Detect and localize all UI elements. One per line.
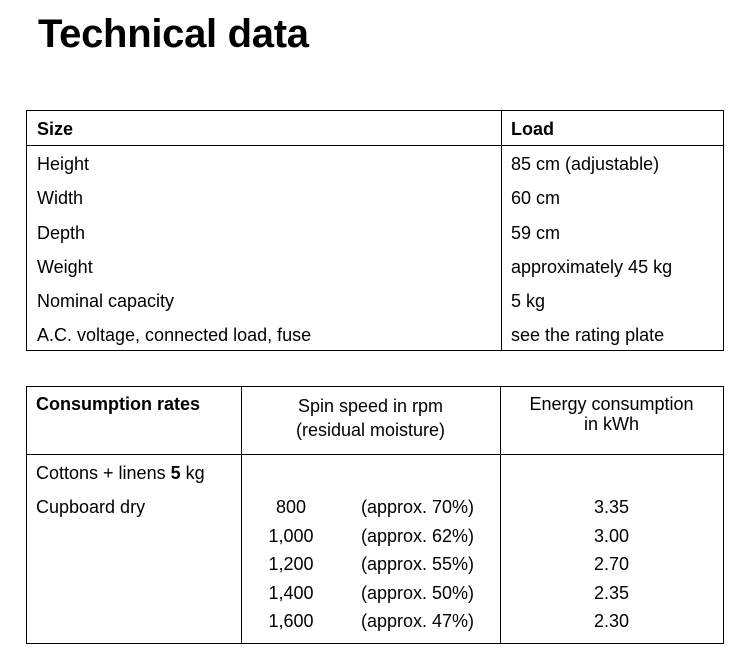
row-label-width: Width [37,188,84,208]
column-divider [241,387,242,643]
residual-moisture: (approx. 50%) [361,583,475,603]
energy-value: 2.35 [593,583,630,603]
energy-header-line1: Energy consumption [529,394,694,414]
size-header: Size [37,119,74,139]
spin-speed: 1,600 [268,611,314,631]
residual-moisture: (approx. 47%) [361,611,475,631]
program-prefix: Cottons + linens [36,463,171,483]
residual-moisture: (approx. 70%) [361,497,475,517]
page-title: Technical data [38,12,309,56]
row-label-height: Height [37,154,90,174]
spin-speed: 1,000 [268,526,314,546]
program-load: 5 [170,463,181,483]
program-label: Cottons + linens 5 kg [36,463,205,483]
row-label-voltage: A.C. voltage, connected load, fuse [37,325,312,345]
row-label-capacity: Nominal capacity [37,291,175,311]
row-label-depth: Depth [37,223,86,243]
row-value-height: 85 cm (adjustable) [511,154,660,174]
spin-speed: 1,200 [268,554,314,574]
spin-speed-header-line2: (residual moisture) [295,420,446,440]
residual-moisture: (approx. 62%) [361,526,475,546]
header-divider [27,145,723,146]
energy-header: Energy consumption in kWh [500,394,723,434]
program-unit: kg [180,463,205,483]
row-value-width: 60 cm [511,188,561,208]
row-value-weight: approximately 45 kg [511,257,673,277]
energy-value: 2.70 [593,554,630,574]
row-value-voltage: see the rating plate [511,325,665,345]
row-label-weight: Weight [37,257,93,277]
energy-value: 3.35 [593,497,630,517]
size-table: Size Load Height 85 cm (adjustable) Widt… [26,110,724,351]
consumption-table: Consumption rates Spin speed in rpm (res… [26,386,724,644]
energy-value: 3.00 [593,526,630,546]
energy-value: 2.30 [593,611,630,631]
program-sub-label: Cupboard dry [36,497,146,517]
spin-speed: 1,400 [268,583,314,603]
header-divider [27,454,723,455]
residual-moisture: (approx. 55%) [361,554,475,574]
row-value-depth: 59 cm [511,223,561,243]
column-divider [500,387,501,643]
spin-speed-header-line1: Spin speed in rpm [297,396,444,416]
column-divider [501,111,502,350]
spin-speed: 800 [275,497,307,517]
spin-speed-header: Spin speed in rpm (residual moisture) [241,394,500,442]
energy-header-line2: in kWh [583,414,639,434]
row-value-capacity: 5 kg [511,291,546,311]
load-header: Load [511,119,554,139]
consumption-rates-header: Consumption rates [36,394,201,414]
